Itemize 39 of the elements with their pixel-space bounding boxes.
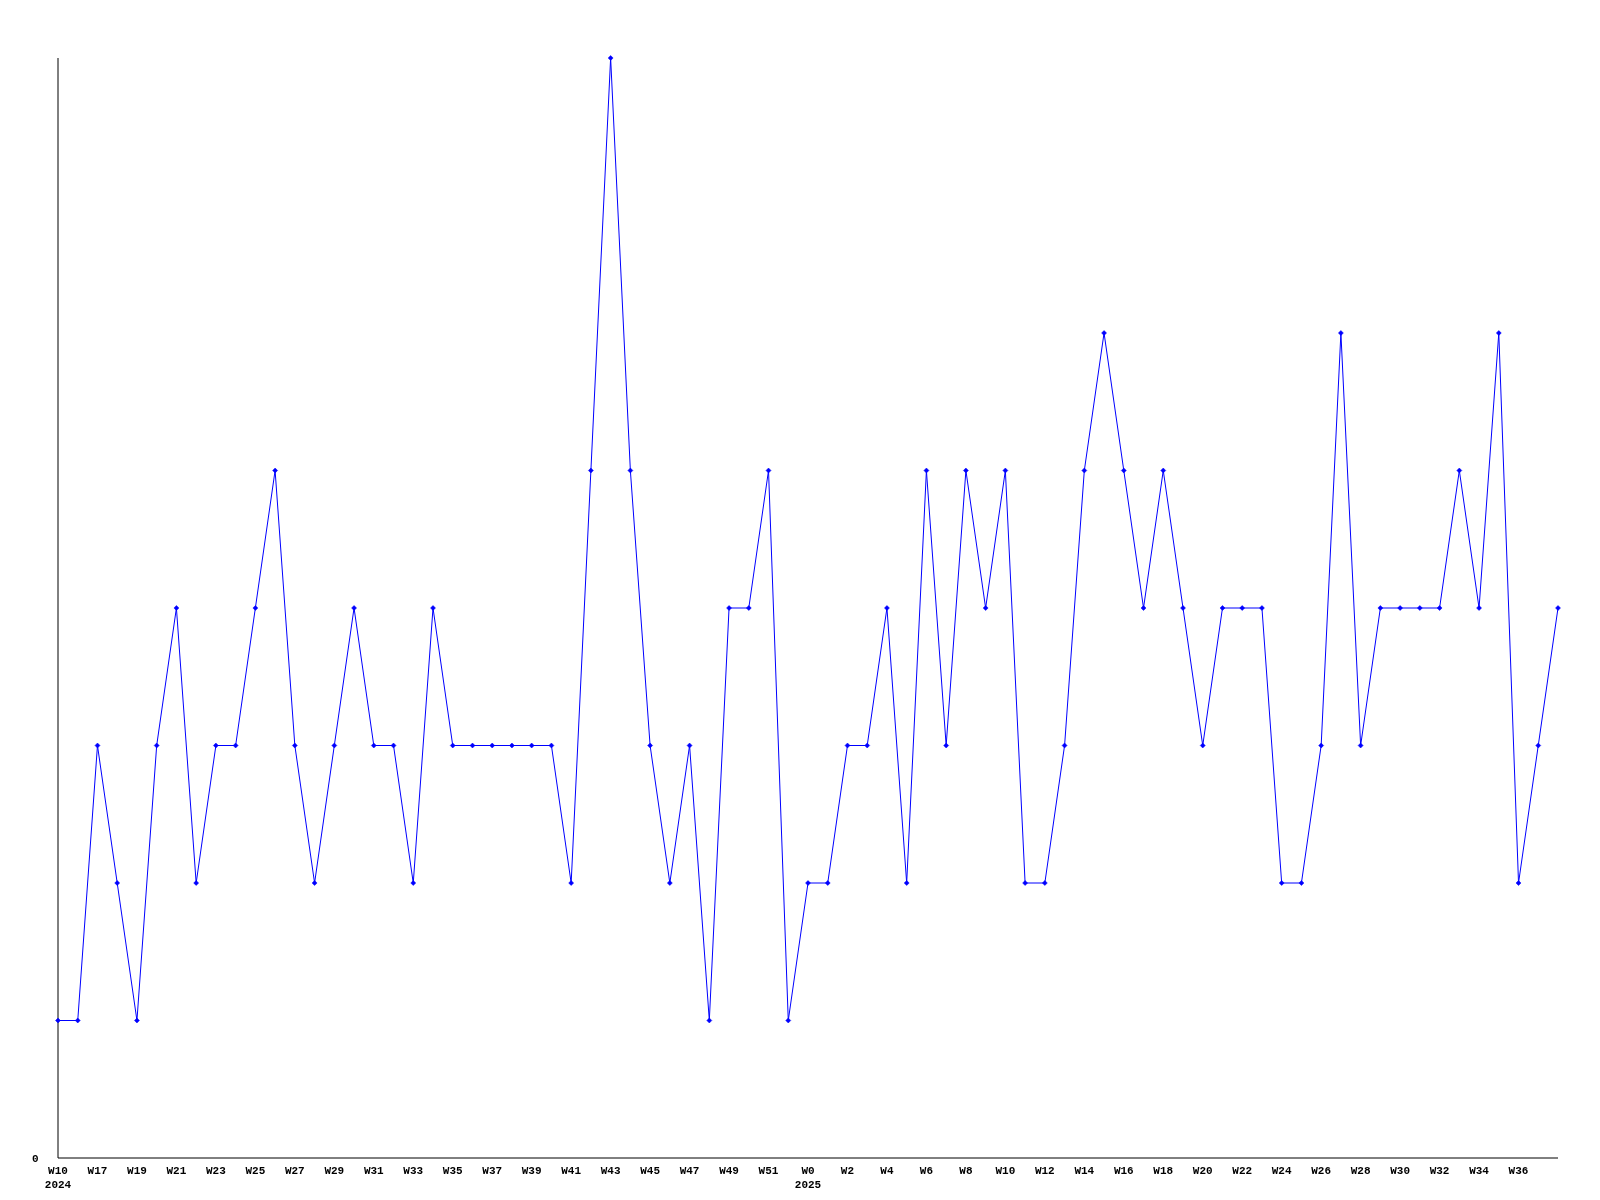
text: 0 — [32, 1153, 39, 1165]
x-tick-label: W26 — [1311, 1165, 1332, 1177]
x-tick-label: W0 2025 — [794, 1165, 822, 1191]
x-tick-label: W29 — [324, 1165, 345, 1177]
x-tick-label: W35 — [442, 1165, 464, 1177]
x-tick-label: W10 2024 — [44, 1165, 72, 1191]
x-tick-label: W14 — [1074, 1165, 1095, 1177]
x-tick-label: W37 — [482, 1165, 503, 1177]
x-tick-label: W39 — [521, 1165, 542, 1177]
x-tick-label: W22 — [1232, 1165, 1253, 1177]
x-tick-label: W16 — [1113, 1165, 1134, 1177]
x-tick-label: W49 — [719, 1165, 739, 1177]
x-tick-label: W18 — [1153, 1165, 1174, 1177]
x-tick-label: W20 — [1192, 1165, 1213, 1177]
x-tick-label: W47 — [679, 1165, 700, 1177]
x-tick-label: W10 — [995, 1165, 1016, 1177]
x-tick-label: W23 — [205, 1165, 227, 1177]
x-tick-label: W36 — [1508, 1165, 1529, 1177]
x-tick-label: W17 — [87, 1165, 108, 1177]
x-tick-label: W43 — [600, 1165, 621, 1177]
x-tick-label: W51 — [758, 1165, 779, 1177]
x-tick-label: W30 — [1390, 1165, 1411, 1177]
x-tick-label: W2 — [840, 1165, 855, 1177]
x-tick-label: W31 — [363, 1165, 385, 1177]
x-tick-label: W12 — [1034, 1165, 1055, 1177]
x-tick-label: W19 — [127, 1165, 147, 1177]
x-tick-label: W33 — [403, 1165, 424, 1177]
x-tick-label: W24 — [1271, 1165, 1292, 1177]
x-tick-label: W41 — [561, 1165, 582, 1177]
x-tick-label: W4 — [880, 1165, 894, 1177]
x-tick-label: W27 — [284, 1165, 305, 1177]
x-tick-label: W34 — [1469, 1165, 1490, 1177]
x-tick-label: W28 — [1350, 1165, 1371, 1177]
x-tick-label: W45 — [640, 1165, 661, 1177]
x-tick-label: W32 — [1429, 1165, 1450, 1177]
x-tick-label: W25 — [245, 1165, 266, 1177]
x-tick-label: W6 — [919, 1165, 934, 1177]
x-tick-label: W21 — [166, 1165, 187, 1177]
x-tick-label: W8 — [959, 1165, 973, 1177]
